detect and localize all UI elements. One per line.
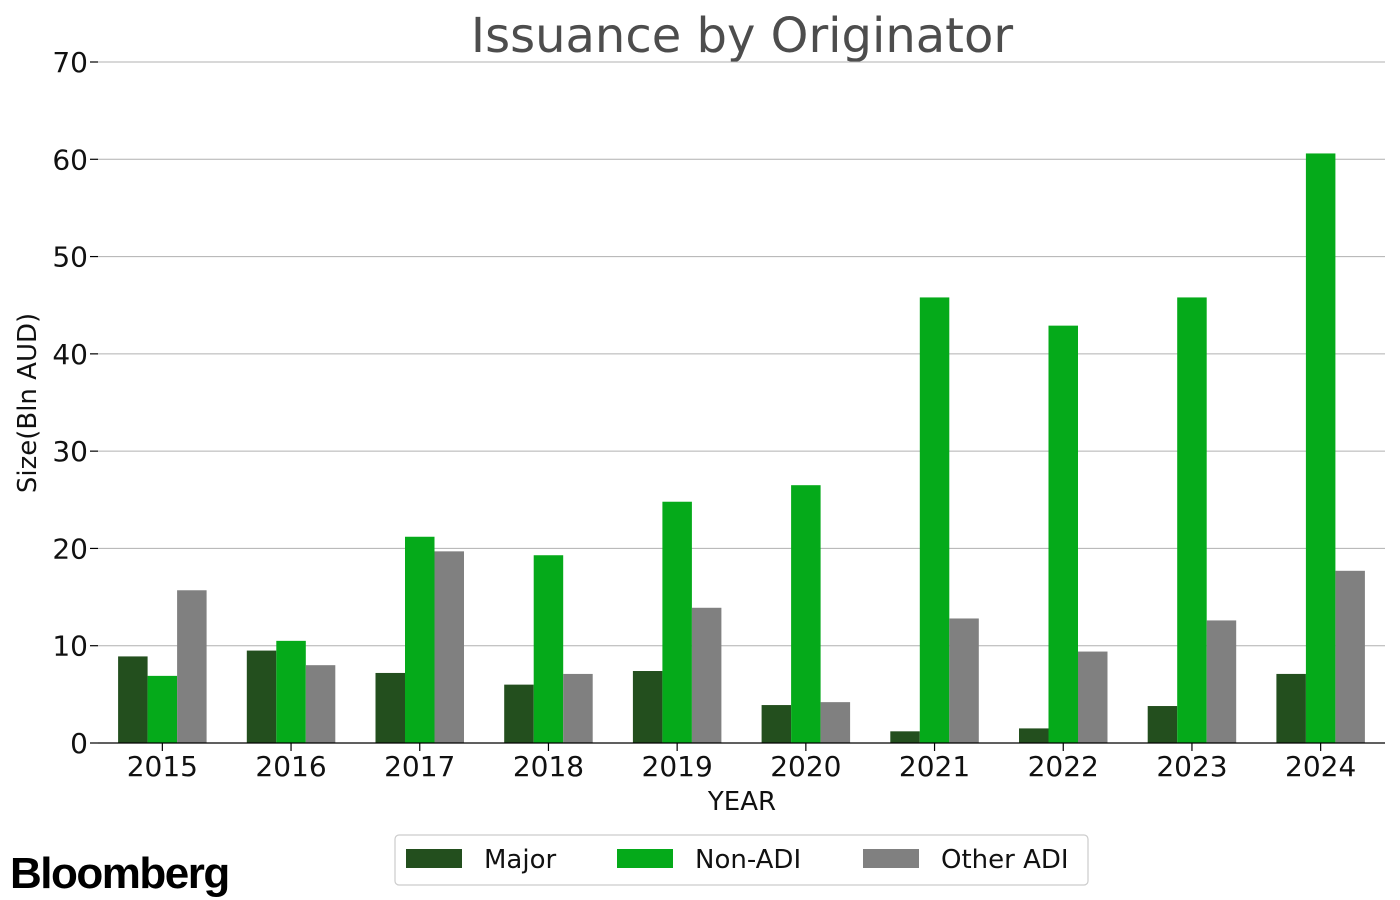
x-tick-label: 2017 bbox=[384, 750, 455, 783]
x-tick-label: 2022 bbox=[1028, 750, 1099, 783]
y-tick-label: 60 bbox=[52, 143, 88, 176]
bars bbox=[118, 153, 1365, 743]
bar-non-adi-2021 bbox=[919, 297, 950, 743]
bar-major-2022 bbox=[1019, 728, 1049, 743]
y-tick-label: 40 bbox=[52, 338, 88, 371]
bar-major-2024 bbox=[1276, 673, 1306, 743]
legend-swatch bbox=[406, 849, 462, 868]
legend-frame bbox=[394, 834, 1089, 886]
x-tick-label: 2018 bbox=[513, 750, 584, 783]
y-tick-label: 30 bbox=[52, 435, 88, 468]
x-tick-label: 2023 bbox=[1156, 750, 1227, 783]
bar-major-2016 bbox=[246, 650, 277, 743]
bar-non-adi-2020 bbox=[791, 485, 821, 743]
x-tick-label: 2021 bbox=[899, 750, 970, 783]
legend: Major Non-ADI Other ADI bbox=[394, 834, 1089, 886]
x-tick-label: 2016 bbox=[255, 750, 326, 783]
bar-non-adi-2023 bbox=[1177, 297, 1207, 743]
x-tick-label: 2024 bbox=[1285, 750, 1356, 783]
x-axis-title: YEAR bbox=[707, 787, 776, 817]
bar-major-2017 bbox=[375, 672, 405, 743]
bar-other-adi-2018 bbox=[563, 673, 593, 743]
legend-label: Major bbox=[484, 845, 556, 875]
y-tick-label: 0 bbox=[70, 727, 88, 760]
bar-major-2023 bbox=[1147, 706, 1178, 743]
bar-major-2019 bbox=[632, 671, 663, 743]
x-tick-label: 2015 bbox=[127, 750, 198, 783]
y-tick-label: 50 bbox=[52, 241, 88, 274]
bar-other-adi-2024 bbox=[1335, 570, 1365, 743]
legend-label: Other ADI bbox=[941, 845, 1069, 875]
bar-other-adi-2020 bbox=[820, 702, 851, 743]
bar-non-adi-2016 bbox=[276, 640, 306, 743]
bar-non-adi-2024 bbox=[1305, 153, 1336, 743]
bar-other-adi-2023 bbox=[1206, 620, 1237, 743]
bar-other-adi-2021 bbox=[949, 618, 979, 743]
bar-non-adi-2017 bbox=[405, 536, 435, 743]
legend-label: Non-ADI bbox=[695, 845, 801, 875]
legend-swatch bbox=[617, 849, 673, 868]
bar-non-adi-2022 bbox=[1048, 325, 1078, 743]
y-tick-label: 10 bbox=[52, 630, 88, 663]
bar-non-adi-2018 bbox=[533, 555, 564, 743]
bar-other-adi-2019 bbox=[691, 607, 722, 743]
y-tick-label: 20 bbox=[52, 532, 88, 565]
x-axis: 2015 2016 2017 2018 2019 2020 2021 2022 2023 2024 bbox=[127, 743, 1356, 783]
bar-major-2021 bbox=[890, 731, 920, 743]
bar-non-adi-2015 bbox=[147, 675, 178, 743]
y-axis-title: Size(Bln AUD) bbox=[13, 313, 43, 493]
y-axis: 0 10 20 30 40 50 60 70 bbox=[52, 46, 98, 760]
y-tick-label: 70 bbox=[52, 46, 88, 79]
bar-other-adi-2017 bbox=[434, 551, 464, 743]
legend-swatch bbox=[863, 849, 919, 868]
bar-major-2015 bbox=[118, 656, 148, 743]
chart-title: Issuance by Originator bbox=[471, 8, 1013, 64]
bar-other-adi-2022 bbox=[1078, 651, 1108, 743]
bar-major-2020 bbox=[761, 705, 792, 743]
bar-non-adi-2019 bbox=[662, 501, 692, 743]
bloomberg-logo: Bloomberg bbox=[10, 849, 229, 898]
x-tick-label: 2019 bbox=[642, 750, 713, 783]
x-tick-label: 2020 bbox=[770, 750, 841, 783]
bar-other-adi-2015 bbox=[177, 590, 207, 743]
bar-other-adi-2016 bbox=[305, 665, 336, 743]
bar-major-2018 bbox=[504, 684, 534, 743]
grid-lines bbox=[98, 61, 1385, 647]
